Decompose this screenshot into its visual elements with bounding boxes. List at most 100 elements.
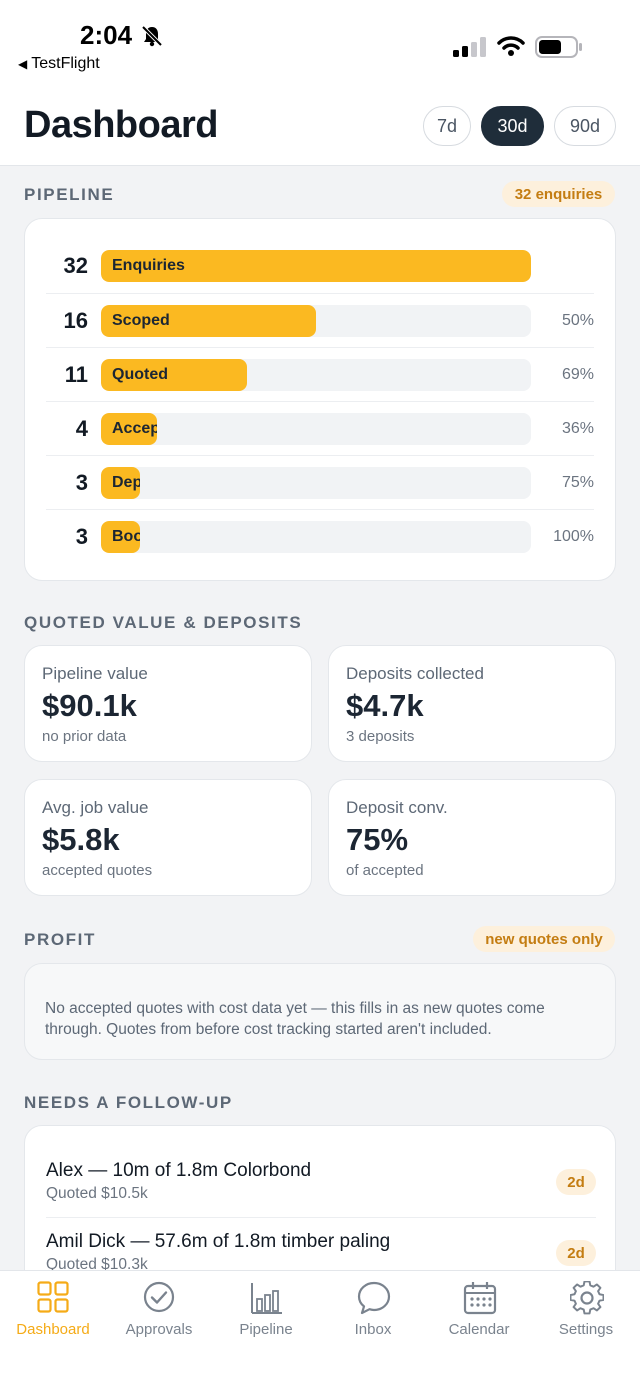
profit-section-title: PROFIT (24, 930, 96, 949)
funnel-count: 3 (75, 524, 88, 549)
funnel-conversion-pct: 75% (561, 474, 594, 491)
followup-divider (46, 1217, 596, 1218)
funnel-bar: Quoted (101, 359, 247, 391)
header: Dashboard 7d 30d 90d (0, 90, 640, 166)
pipeline-section-title: PIPELINE (24, 185, 115, 204)
funnel-count: 4 (75, 416, 88, 441)
wifi-icon (497, 36, 525, 56)
status-time: 2:04 (80, 20, 133, 50)
enquiries-count-badge: 32 enquiries (502, 181, 615, 207)
tab-label: Approvals (125, 1321, 193, 1338)
funnel-track: Scoped (101, 305, 531, 337)
profit-empty-message: No accepted quotes with cost data yet — … (45, 1000, 545, 1038)
stat-label: Pipeline value (42, 664, 148, 683)
bar-chart-icon (251, 1283, 282, 1314)
funnel-row: 4 Accepted 36% (46, 401, 594, 455)
stat-label: Avg. job value (42, 798, 149, 817)
funnel-bar: Scoped (101, 305, 316, 337)
stat-card-deposit-conv: Deposit conv. 75% of accepted (328, 779, 616, 896)
funnel-row: 32 Enquiries (46, 239, 594, 293)
battery-icon (535, 36, 582, 58)
stat-card-avg-job-value: Avg. job value $5.8k accepted quotes (24, 779, 312, 896)
calendar-icon (463, 1282, 497, 1315)
followup-title: Alex — 10m of 1.8m Colorbond (46, 1160, 312, 1181)
funnel-stage-label: Deposit (112, 474, 140, 491)
tab-calendar[interactable]: Calendar (426, 1271, 532, 1351)
funnel-stage-label: Quoted (112, 366, 168, 383)
back-app-label: TestFlight (31, 55, 100, 72)
stat-sub: accepted quotes (42, 862, 153, 879)
tab-label: Settings (558, 1321, 614, 1338)
funnel-stage-label: Accepted (112, 420, 157, 437)
tab-pipeline[interactable]: Pipeline (213, 1271, 319, 1351)
funnel-stage-label: Enquiries (112, 257, 185, 274)
funnel-track: Quoted (101, 359, 531, 391)
tab-label: Pipeline (239, 1321, 293, 1338)
stat-value: 75% (346, 822, 409, 857)
funnel-count: 3 (75, 470, 88, 495)
tab-label: Calendar (448, 1321, 510, 1338)
stat-value: $5.8k (42, 822, 120, 857)
chat-bubble-icon (357, 1281, 391, 1315)
signal-icon (453, 37, 486, 57)
quoted-section-title: QUOTED VALUE & DEPOSITS (24, 613, 303, 632)
funnel-stage-label: Booked (112, 528, 140, 545)
followup-sub: Quoted $10.3k (46, 1256, 148, 1273)
funnel-count: 32 (63, 253, 88, 278)
tab-approvals[interactable]: Approvals (106, 1271, 212, 1351)
funnel-track: Enquiries (101, 250, 531, 282)
funnel-row: 16 Scoped 50% (46, 293, 594, 347)
funnel-count: 16 (63, 308, 88, 333)
funnel-bar: Deposit (101, 467, 140, 499)
back-to-app-link[interactable]: ◀ TestFlight (18, 55, 100, 72)
range-30d-button[interactable]: 30d (481, 106, 544, 146)
followup-sub: Quoted $10.5k (46, 1185, 148, 1202)
funnel-row: 3 Deposit 75% (46, 455, 594, 509)
stat-sub: 3 deposits (346, 728, 415, 745)
followup-section-title: NEEDS A FOLLOW-UP (24, 1093, 233, 1112)
tab-label: Dashboard (16, 1321, 90, 1338)
funnel-count: 11 (64, 362, 88, 387)
funnel-track: Accepted (101, 413, 531, 445)
followup-title: Amil Dick — 57.6m of 1.8m timber paling (46, 1231, 391, 1252)
funnel-conversion-pct: 69% (561, 366, 594, 383)
tab-inbox[interactable]: Inbox (320, 1271, 426, 1351)
funnel-track: Deposit (101, 467, 531, 499)
followup-age-badge: 2d (556, 1169, 596, 1195)
range-7d-button[interactable]: 7d (423, 106, 471, 146)
followup-item[interactable]: Amil Dick — 57.6m of 1.8m timber paling … (25, 1218, 617, 1310)
funnel-row: 11 Quoted 69% (46, 347, 594, 401)
page-title: Dashboard (24, 104, 218, 146)
funnel-conversion-pct: 50% (561, 312, 594, 329)
stat-sub: no prior data (42, 728, 127, 745)
stat-card-deposits-collected: Deposits collected $4.7k 3 deposits (328, 645, 616, 762)
stat-label: Deposit conv. (346, 798, 448, 817)
bell-muted-icon (141, 25, 163, 47)
gear-icon (570, 1281, 604, 1315)
tab-bar: Dashboard Approvals Pipeline Inbox (0, 1270, 640, 1391)
new-quotes-only-badge: new quotes only (473, 926, 615, 952)
followup-age-badge: 2d (556, 1240, 596, 1266)
status-bar: 2:04 ◀ TestFlight (0, 0, 640, 90)
check-circle-icon (143, 1281, 175, 1313)
stat-sub: of accepted (346, 862, 424, 879)
tab-dashboard[interactable]: Dashboard (0, 1271, 106, 1351)
profit-empty-card: No accepted quotes with cost data yet — … (24, 963, 616, 1060)
tab-settings[interactable]: Settings (533, 1271, 639, 1351)
stat-value: $90.1k (42, 688, 137, 723)
funnel-bar: Enquiries (101, 250, 531, 282)
tab-label: Inbox (354, 1321, 392, 1338)
funnel-track: Booked (101, 521, 531, 553)
stat-card-pipeline-value: Pipeline value $90.1k no prior data (24, 645, 312, 762)
stat-label: Deposits collected (346, 664, 484, 683)
range-90d-button[interactable]: 90d (554, 106, 616, 146)
funnel-row: 3 Booked 100% (46, 509, 594, 563)
funnel-bar: Accepted (101, 413, 157, 445)
followup-item[interactable]: Alex — 10m of 1.8m Colorbond Quoted $10.… (25, 1126, 617, 1218)
funnel-conversion-pct: 36% (561, 420, 594, 437)
funnel-conversion-pct: 100% (553, 528, 594, 545)
funnel-stage-label: Scoped (112, 312, 170, 329)
stat-value: $4.7k (346, 688, 424, 723)
grid-icon (37, 1281, 69, 1313)
pipeline-funnel-card: 32 Enquiries 16 Scoped 50% 11 Quoted 69% 4 Accept… (24, 218, 616, 581)
